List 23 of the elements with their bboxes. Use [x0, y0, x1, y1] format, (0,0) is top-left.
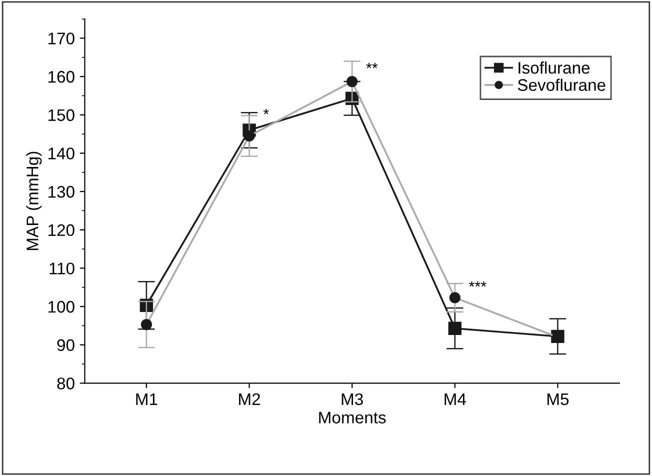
- y-tick-label: 130: [48, 186, 74, 198]
- y-tick-label: 140: [48, 148, 74, 160]
- legend-label: Isoflurane: [518, 62, 590, 74]
- y-tick-label: 80: [57, 378, 74, 390]
- y-tick-label: 160: [48, 70, 74, 83]
- y-tick-label: 110: [50, 262, 74, 274]
- point: [448, 322, 462, 335]
- y-tick-label: 90: [57, 339, 74, 352]
- x-tick-label: M1: [136, 394, 158, 405]
- y-tick-label: 150: [48, 109, 74, 122]
- x-tick-label: M5: [548, 394, 569, 406]
- annotation: *: [263, 108, 269, 114]
- y-tick-label: 170: [48, 32, 74, 44]
- x-tick-label: M3: [342, 393, 363, 406]
- legend-label: Sevoflurane: [518, 78, 606, 91]
- y-tick-label: 120: [48, 224, 74, 236]
- y-axis-title: MAP (mmHg): [26, 152, 42, 250]
- x-axis-title: Moments: [319, 412, 386, 424]
- annotation: **: [366, 62, 378, 68]
- x-tick-label: M4: [444, 394, 466, 405]
- y-tick-label: 100: [48, 300, 74, 313]
- x-tick-label: M2: [239, 393, 260, 405]
- annotation: ***: [469, 281, 486, 287]
